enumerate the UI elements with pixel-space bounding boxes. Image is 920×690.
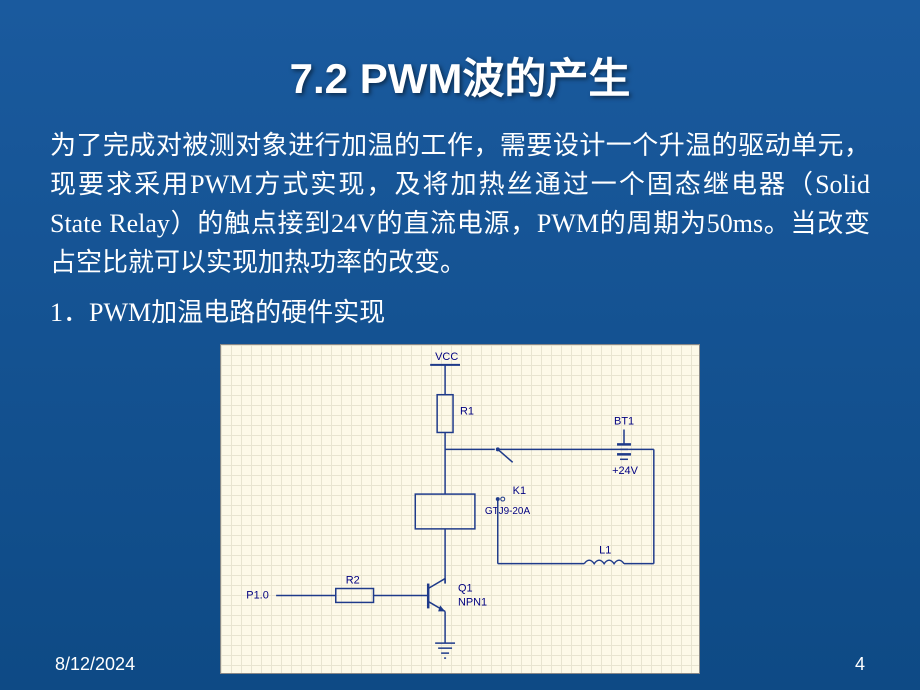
circuit-diagram-container: VCC R1 K1 GTJ9-20A	[0, 344, 920, 674]
relay-model-label: GTJ9-20A	[485, 506, 531, 517]
voltage-label: +24V	[612, 465, 639, 477]
k1-label: K1	[513, 485, 526, 497]
footer-date: 8/12/2024	[55, 654, 135, 675]
l1-label: L1	[599, 545, 611, 557]
subtitle: 1．PWM加温电路的硬件实现	[0, 292, 920, 344]
bt1-label: BT1	[614, 416, 634, 428]
r2-label: R2	[346, 575, 360, 587]
q1-label: Q1	[458, 582, 473, 594]
vcc-label: VCC	[435, 351, 458, 363]
footer-page: 4	[855, 654, 865, 675]
slide-title: 7.2 PWM波的产生	[0, 0, 920, 106]
section-number: 7.2	[290, 55, 348, 102]
npn1-label: NPN1	[458, 596, 487, 608]
p10-label: P1.0	[246, 589, 268, 601]
body-paragraph: 为了完成对被测对象进行加温的工作，需要设计一个升温的驱动单元，现要求采用PWM方…	[0, 106, 920, 292]
section-name-cn: 波的产生	[462, 55, 630, 102]
r1-label: R1	[460, 406, 474, 418]
section-name-en: PWM	[360, 55, 463, 102]
circuit-diagram: VCC R1 K1 GTJ9-20A	[220, 344, 700, 674]
